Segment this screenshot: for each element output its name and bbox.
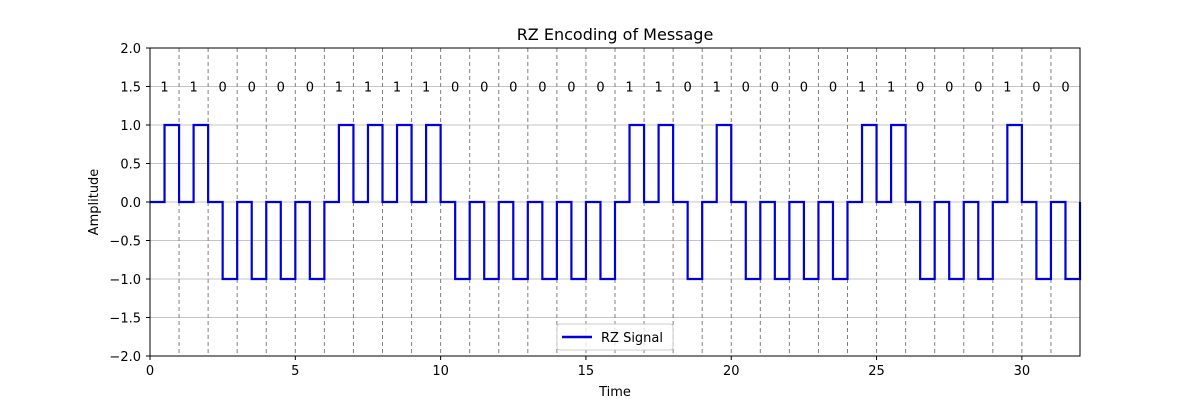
bit-label-layer: 1 1 0 0 0 0 1 1 1 1 0 0 0 0 0 0 1 1 0 1 0 0 0 0 1 1 0 0 0 1 0 0 (160, 81, 1069, 96)
bit-label-25: 1 (887, 81, 895, 96)
bit-label-23: 0 (829, 81, 837, 96)
bit-label-21: 0 (771, 81, 779, 96)
bit-label-2: 0 (219, 81, 227, 96)
chart-title: RZ Encoding of Message (517, 25, 714, 44)
bit-label-10: 0 (451, 81, 459, 96)
x-tick-label-0: 0 (146, 364, 154, 379)
bit-label-13: 0 (538, 81, 546, 96)
x-tick-label-1: 5 (291, 364, 299, 379)
y-tick-label-5: 0.5 (120, 158, 141, 173)
y-tick-label-0: −2.0 (109, 350, 141, 365)
x-tick-label-5: 25 (868, 364, 885, 379)
bit-label-1: 1 (189, 81, 197, 96)
bit-label-14: 0 (567, 81, 575, 96)
y-tick-label-3: −0.5 (109, 235, 141, 250)
bit-label-22: 0 (800, 81, 808, 96)
legend-label-rz-signal: RZ Signal (601, 331, 663, 346)
x-axis-ticks: 0 5 10 15 20 25 30 (146, 356, 1030, 379)
y-tick-label-2: −1.0 (109, 273, 141, 288)
legend: RZ Signal (556, 323, 674, 351)
rz-signal-line (150, 123, 1082, 281)
x-tick-label-3: 15 (578, 364, 595, 379)
bit-label-19: 1 (713, 81, 721, 96)
legend-box (556, 323, 674, 351)
bit-label-30: 0 (1032, 81, 1040, 96)
bit-label-15: 0 (596, 81, 604, 96)
bit-label-5: 0 (306, 81, 314, 96)
bit-label-8: 1 (393, 81, 401, 96)
y-tick-label-6: 1.0 (120, 119, 141, 134)
bit-label-27: 0 (945, 81, 953, 96)
bit-label-29: 1 (1003, 81, 1011, 96)
y-tick-label-1: −1.5 (109, 312, 141, 327)
y-axis-ticks: −2.0 −1.5 −1.0 −0.5 0.0 0.5 1.0 1.5 2.0 (109, 42, 150, 365)
bit-label-11: 0 (480, 81, 488, 96)
signal-layer (150, 123, 1082, 281)
y-axis-label: Amplitude (87, 169, 102, 236)
bit-label-4: 0 (277, 81, 285, 96)
x-axis-label: Time (598, 385, 631, 400)
bit-label-17: 1 (654, 81, 662, 96)
x-tick-label-4: 20 (723, 364, 740, 379)
bit-label-18: 0 (684, 81, 692, 96)
y-tick-label-7: 1.5 (120, 81, 141, 96)
bit-label-7: 1 (364, 81, 372, 96)
bit-label-16: 1 (625, 81, 633, 96)
y-tick-label-8: 2.0 (120, 42, 141, 57)
y-tick-label-4: 0.0 (120, 196, 141, 211)
bit-label-6: 1 (335, 81, 343, 96)
bit-label-0: 1 (160, 81, 168, 96)
bit-label-28: 0 (974, 81, 982, 96)
bit-label-31: 0 (1061, 81, 1069, 96)
bit-label-3: 0 (248, 81, 256, 96)
bit-label-20: 0 (742, 81, 750, 96)
bit-label-9: 1 (422, 81, 430, 96)
x-tick-label-2: 10 (432, 364, 449, 379)
bit-label-26: 0 (916, 81, 924, 96)
x-tick-label-6: 30 (1014, 364, 1031, 379)
bit-label-12: 0 (509, 81, 517, 96)
bit-label-24: 1 (858, 81, 866, 96)
